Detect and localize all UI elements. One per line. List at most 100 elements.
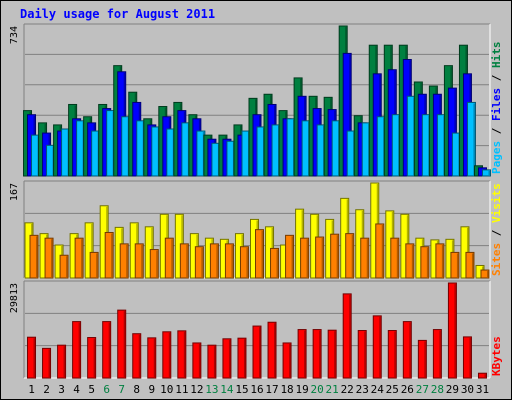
bar-shade xyxy=(411,244,414,278)
bar-sites xyxy=(330,233,340,279)
x-tick-label: 7 xyxy=(118,383,125,396)
bar-kbytes xyxy=(222,338,232,379)
bar-pages xyxy=(466,101,476,177)
bar-shade xyxy=(473,103,475,176)
bar-shade xyxy=(78,322,81,378)
chart-title: Daily usage for August 2011 xyxy=(20,7,215,21)
panel-bottom: 29813 KBytes xyxy=(9,280,503,379)
x-tick-label: 26 xyxy=(401,383,414,396)
bar-shade xyxy=(171,239,173,278)
bar-shade xyxy=(261,230,263,278)
bar-shade xyxy=(336,235,339,278)
panels-group: 734 Pages / Files / Hits 167 Sites / Visits… xyxy=(9,23,503,379)
bar-sites xyxy=(74,237,84,279)
panel-middle: 167 Sites / Visits xyxy=(9,180,503,279)
bar-kbytes xyxy=(252,325,262,379)
bar-sites xyxy=(255,229,264,279)
bar-kbytes xyxy=(327,329,337,379)
x-tick-label: 22 xyxy=(341,383,354,396)
legend-label: / xyxy=(490,121,503,141)
bar-shade xyxy=(274,323,276,378)
bar-kbytes xyxy=(117,309,127,379)
legend-label: / xyxy=(490,68,503,88)
bar-kbytes xyxy=(297,329,307,379)
bar-shade xyxy=(319,330,321,378)
bar-sites xyxy=(450,251,460,279)
bar-sites xyxy=(480,269,490,279)
bar-shade xyxy=(486,271,489,278)
bar-kbytes xyxy=(162,331,172,379)
x-tick-label: 13 xyxy=(205,383,218,396)
bar-shade xyxy=(48,349,51,378)
bar-sites xyxy=(119,243,129,279)
bar-shade xyxy=(409,322,411,378)
bar-shade xyxy=(153,338,156,378)
x-tick-label: 27 xyxy=(416,383,429,396)
bar-kbytes xyxy=(357,330,367,379)
x-tick-label: 16 xyxy=(250,383,263,396)
x-tick-label: 31 xyxy=(476,383,489,396)
x-tick-label: 25 xyxy=(386,383,399,396)
bar-shade xyxy=(469,337,471,378)
bar-sites xyxy=(134,243,144,279)
bar-sites xyxy=(405,243,415,279)
x-tick-label: 30 xyxy=(461,383,474,396)
bar-shade xyxy=(138,334,141,378)
bar-shade xyxy=(454,284,456,378)
bar-kbytes xyxy=(432,329,442,379)
bar-shade xyxy=(93,338,96,378)
bar-shade xyxy=(394,331,396,378)
bar-sites xyxy=(465,251,475,279)
bar-shade xyxy=(213,346,216,378)
bar-shade xyxy=(111,233,113,278)
series-legend: KBytes xyxy=(490,336,503,376)
bar-shade xyxy=(396,239,399,278)
bar-sites xyxy=(194,246,204,279)
x-tick-label: 15 xyxy=(235,383,248,396)
bar-sites xyxy=(420,246,430,279)
legend-label: Files xyxy=(490,88,503,121)
x-axis-labels: 1 2 3 4 5 6 7 8 9 10 11 12 13 14 15 16 17 18 19 20 21 22 23 24 2… xyxy=(28,383,489,396)
bar-kbytes xyxy=(372,315,382,379)
x-tick-label: 23 xyxy=(356,383,369,396)
x-tick-label: 14 xyxy=(220,383,234,396)
x-tick-label: 5 xyxy=(88,383,95,396)
bar-shade xyxy=(454,89,456,176)
legend-label: Hits xyxy=(490,42,503,69)
x-tick-label: 29 xyxy=(446,383,459,396)
bar-shade xyxy=(289,343,291,378)
bar-sites xyxy=(239,246,249,279)
bar-shade xyxy=(228,339,231,378)
x-tick-label: 6 xyxy=(103,383,110,396)
x-tick-label: 4 xyxy=(73,383,80,396)
bar-kbytes xyxy=(417,339,427,379)
x-tick-label: 8 xyxy=(133,383,140,396)
x-tick-label: 24 xyxy=(371,383,385,396)
bar-kbytes xyxy=(387,330,397,379)
bar-shade xyxy=(306,239,309,278)
bar-shade xyxy=(186,244,188,278)
bar-sites xyxy=(300,237,310,279)
bar-shade xyxy=(484,374,486,378)
bar-kbytes xyxy=(57,344,67,379)
bar-shade xyxy=(366,239,369,278)
bar-kbytes xyxy=(102,321,112,379)
bar-kbytes xyxy=(267,321,277,379)
bar-sites xyxy=(360,237,370,279)
bar-shade xyxy=(33,338,36,378)
bar-shade xyxy=(36,236,38,278)
bar-kbytes xyxy=(132,333,142,379)
bar-shade xyxy=(424,341,426,378)
bar-shade xyxy=(216,244,218,278)
legend-label: Visits xyxy=(490,183,503,223)
bar-kbytes xyxy=(27,336,37,379)
bar-shade xyxy=(246,247,248,278)
bar-sites xyxy=(390,237,400,279)
bar-shade xyxy=(351,234,354,278)
bar-shade xyxy=(471,253,474,278)
bar-shade xyxy=(291,236,294,278)
bar-shade xyxy=(381,224,384,278)
x-tick-label: 2 xyxy=(43,383,50,396)
bar-shade xyxy=(243,339,246,378)
bar-sites xyxy=(59,254,69,279)
